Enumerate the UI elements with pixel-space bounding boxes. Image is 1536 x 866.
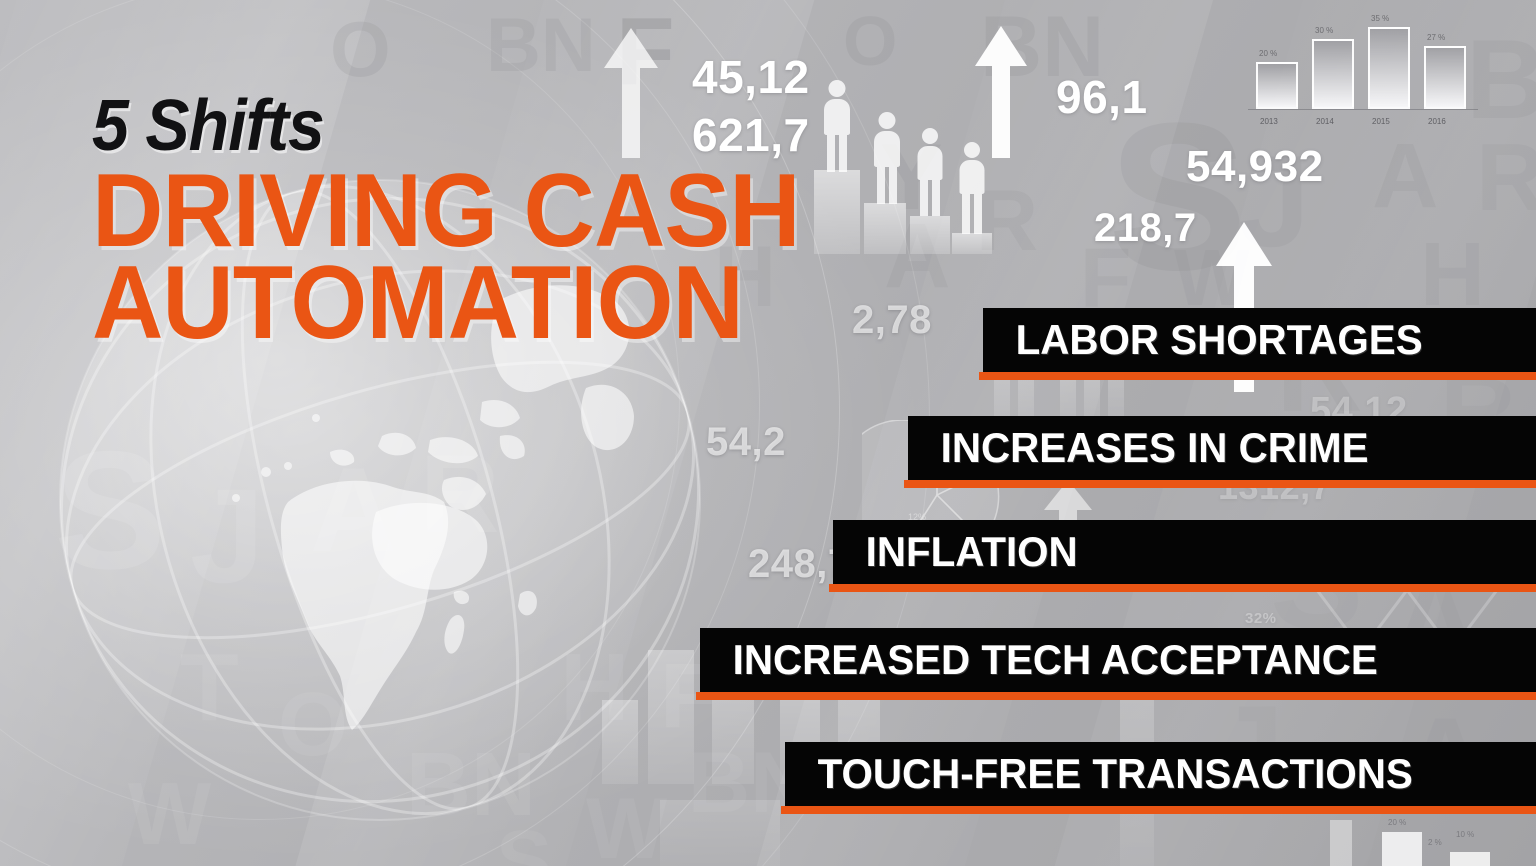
bg-bar xyxy=(648,650,694,784)
chart-value-label: 30 % xyxy=(1315,26,1334,35)
shift-item-inflation[interactable]: INFLATION xyxy=(829,520,1536,592)
shift-item-touch-free-transactions[interactable]: TOUCH-FREE TRANSACTIONS xyxy=(781,742,1536,814)
chart-x-label: 2015 xyxy=(1372,117,1390,126)
shift-item-label: INFLATION xyxy=(865,528,1078,575)
shift-item-label: TOUCH-FREE TRANSACTIONS xyxy=(817,750,1413,797)
globe-graphic xyxy=(30,150,730,850)
arrow-up-icon xyxy=(604,28,658,158)
chart-value-label: 35 % xyxy=(1371,14,1390,23)
watermark-letter-r: R xyxy=(1476,124,1536,231)
people-chart-bar xyxy=(952,233,992,254)
shift-item-underline xyxy=(829,584,1536,592)
bar-chart-bottom-right: 20 % 2 % 10 % xyxy=(1330,812,1536,866)
headline-line-1: DRIVING CASH xyxy=(92,153,801,270)
person-icon xyxy=(914,128,946,216)
shift-item-background xyxy=(908,416,1536,480)
shift-item-underline xyxy=(696,692,1536,700)
shift-item-background xyxy=(833,520,1536,584)
arrow-up-icon xyxy=(975,26,1027,158)
headline-line-2: AUTOMATION xyxy=(92,244,744,361)
chart-x-label: 2014 xyxy=(1316,117,1334,126)
watermark-letter-a: A xyxy=(1372,125,1439,227)
chart-value-label: 27 % xyxy=(1427,33,1446,42)
chart-bar xyxy=(1424,46,1466,109)
stat-number: 218,7 xyxy=(1094,206,1197,250)
chart-bar xyxy=(1330,820,1352,866)
chart-value-label: 2 % xyxy=(1428,838,1442,847)
stat-number: 621,7 xyxy=(692,109,810,161)
bg-bar xyxy=(602,700,638,784)
shift-item-background xyxy=(700,628,1536,692)
chart-axis xyxy=(1248,109,1478,110)
shift-item-increases-in-crime[interactable]: INCREASES IN CRIME xyxy=(904,416,1536,488)
shift-item-underline xyxy=(979,372,1536,380)
bar-chart-top-right: 20 % 30 % 35 % 27 % 2013 2014 2015 2016 xyxy=(1242,6,1478,132)
watermark-letter-o: O xyxy=(843,2,898,80)
shift-item-label: INCREASED TECH ACCEPTANCE xyxy=(732,636,1378,683)
shift-item-underline xyxy=(904,480,1536,488)
chart-value-label: 10 % xyxy=(1456,830,1475,839)
stat-number: 45,12 xyxy=(692,51,810,103)
chart-value-label: 20 % xyxy=(1259,49,1278,58)
chart-value-label: 32% xyxy=(1245,610,1277,627)
people-chart-bar xyxy=(864,203,906,254)
stat-number: 54,932 xyxy=(1186,142,1324,191)
shift-item-labor-shortages[interactable]: LABOR SHORTAGES xyxy=(979,308,1536,380)
chart-x-label: 2016 xyxy=(1428,117,1446,126)
chart-bar xyxy=(1368,27,1410,109)
title-block: 5 Shifts DRIVING CASH AUTOMATION xyxy=(92,86,852,361)
shift-item-increased-tech-acceptance[interactable]: INCREASED TECH ACCEPTANCE xyxy=(696,628,1536,700)
shift-item-label: INCREASES IN CRIME xyxy=(940,424,1369,471)
shift-item-background xyxy=(785,742,1536,806)
svg-text:12%: 12% xyxy=(908,512,926,522)
chart-value-label: 20 % xyxy=(1388,818,1407,827)
chart-bar xyxy=(1450,852,1490,866)
chart-bar xyxy=(1312,39,1354,109)
stat-number: 96,1 xyxy=(1056,71,1148,123)
people-chart-bar xyxy=(910,216,950,254)
kicker-text: 5 Shifts xyxy=(92,86,325,166)
stat-number: 2,78 xyxy=(852,298,932,342)
arrow-up-icon xyxy=(1216,222,1272,392)
shift-item-background xyxy=(983,308,1536,372)
watermark-letter-h: H xyxy=(1420,225,1485,325)
people-chart-bar xyxy=(814,170,860,254)
stat-number: 54,2 xyxy=(706,420,786,464)
chart-x-label: 2013 xyxy=(1260,117,1278,126)
shift-item-label: LABOR SHORTAGES xyxy=(1015,316,1423,363)
shift-item-underline xyxy=(781,806,1536,814)
person-icon xyxy=(956,142,988,234)
person-icon xyxy=(870,112,904,204)
chart-bar xyxy=(1382,832,1422,866)
person-icon xyxy=(820,80,854,172)
bg-bar xyxy=(660,800,780,866)
chart-bar xyxy=(1256,62,1298,109)
